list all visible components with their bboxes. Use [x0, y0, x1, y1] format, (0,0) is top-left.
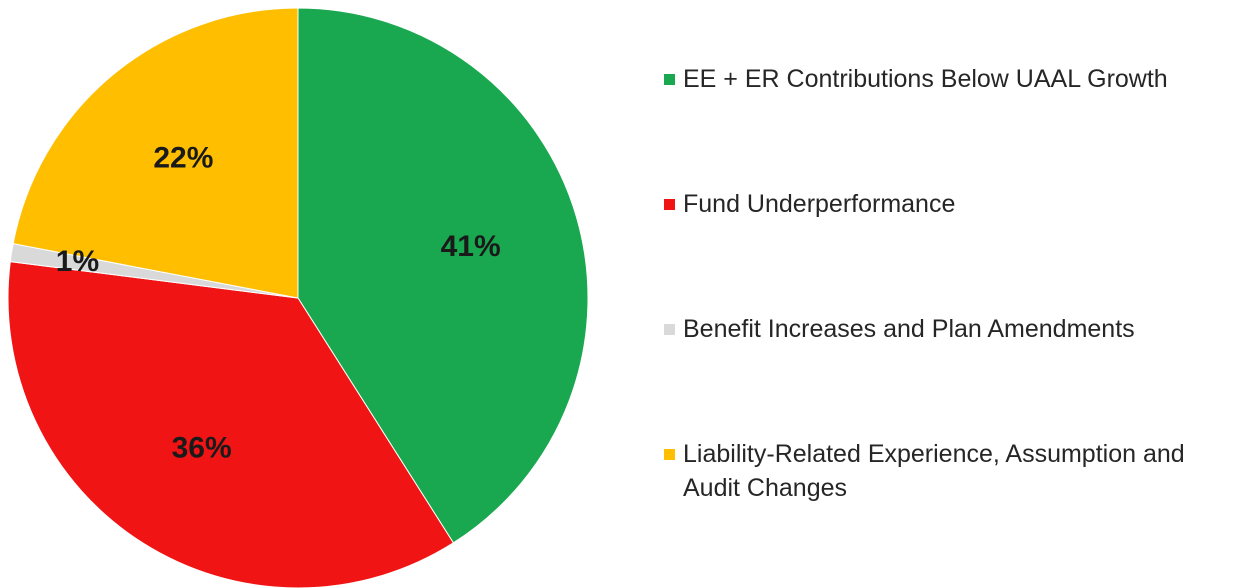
legend-swatch: [664, 199, 675, 210]
pie-slice: [297, 7, 589, 544]
legend-label: Liability-Related Experience, Assumption…: [683, 440, 1185, 502]
data-label: 36%: [172, 432, 232, 465]
legend-swatch: [664, 324, 675, 335]
data-label: 22%: [153, 141, 213, 174]
legend-label: EE + ER Contributions Below UAAL Growth: [683, 65, 1168, 93]
legend-swatch: [664, 74, 675, 85]
data-label: 1%: [56, 245, 99, 278]
pie-area: 41% 36% 1% 22%: [7, 7, 589, 588]
pie-slice: [7, 261, 455, 588]
data-label: 41%: [441, 230, 501, 263]
legend-swatch: [664, 449, 675, 460]
legend-entry: Fund Underperformance: [664, 187, 1244, 312]
legend-entry: Benefit Increases and Plan Amendments: [664, 312, 1244, 437]
legend: EE + ER Contributions Below UAAL Growth F…: [664, 62, 1244, 562]
legend-label: Fund Underperformance: [683, 190, 956, 218]
pie-slice: [12, 7, 299, 299]
legend-entry: Liability-Related Experience, Assumption…: [664, 437, 1244, 562]
legend-label: Benefit Increases and Plan Amendments: [683, 315, 1135, 343]
legend-entry: EE + ER Contributions Below UAAL Growth: [664, 62, 1244, 187]
